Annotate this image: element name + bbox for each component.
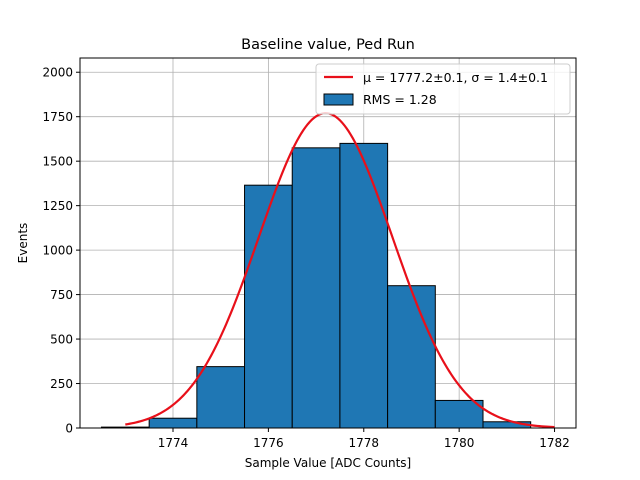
y-axis-ticks: 0 250 500 750 1000 1250 1500 1750 2000 xyxy=(42,66,80,436)
histogram-bar xyxy=(339,142,389,429)
chart-title: Baseline value, Ped Run xyxy=(241,37,415,53)
y-tick-label: 1500 xyxy=(42,155,73,169)
x-axis-label: Sample Value [ADC Counts] xyxy=(245,456,411,470)
y-tick-label: 500 xyxy=(50,333,73,347)
gaussian-fit-curve xyxy=(125,112,555,429)
x-tick-label: 1776 xyxy=(253,436,284,450)
y-axis-label: Events xyxy=(16,223,30,264)
legend: μ = 1777.2±0.1, σ = 1.4±0.1 RMS = 1.28 xyxy=(315,63,571,115)
y-tick-label: 250 xyxy=(50,377,73,391)
x-tick-label: 1778 xyxy=(348,436,379,450)
y-tick-label: 0 xyxy=(65,422,73,436)
legend-box xyxy=(315,63,571,115)
histogram-bar xyxy=(291,147,341,429)
legend-hist-label: RMS = 1.28 xyxy=(363,92,437,107)
histogram-bar xyxy=(387,285,436,429)
legend-fit-label: μ = 1777.2±0.1, σ = 1.4±0.1 xyxy=(363,70,548,85)
y-tick-label: 1250 xyxy=(42,199,73,213)
x-tick-label: 1782 xyxy=(539,436,570,450)
y-tick-label: 1750 xyxy=(42,110,73,124)
histogram-bar xyxy=(148,417,198,429)
y-tick-label: 750 xyxy=(50,288,73,302)
y-tick-label: 2000 xyxy=(42,66,73,80)
histogram-bars xyxy=(100,142,532,429)
histogram-bar xyxy=(244,184,293,429)
x-tick-label: 1774 xyxy=(158,436,189,450)
legend-hist-swatch xyxy=(323,93,354,106)
histogram-bar xyxy=(434,399,484,429)
x-tick-label: 1780 xyxy=(444,436,475,450)
histogram-bar xyxy=(196,366,246,429)
x-axis-ticks: 1774 1776 1778 1780 1782 xyxy=(158,428,570,450)
y-tick-label: 1000 xyxy=(42,244,73,258)
plot-frame xyxy=(79,57,577,429)
